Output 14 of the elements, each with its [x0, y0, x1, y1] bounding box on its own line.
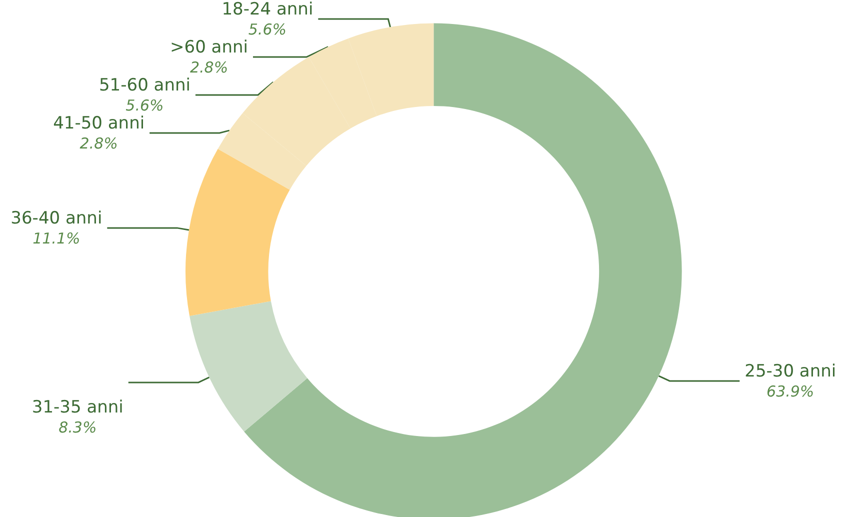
slice-label: 36-40 anni	[10, 208, 102, 228]
data-label: 5.6%	[248, 20, 286, 38]
slice-label: 51-60 anni	[98, 76, 190, 96]
slice-label: 18-24 anni	[222, 0, 314, 20]
data-label: 63.9%	[766, 382, 814, 400]
slice-label: 25-30 anni	[744, 361, 836, 382]
slice-label: 31-35 anni	[32, 397, 124, 418]
data-label: 8.3%	[58, 418, 97, 436]
data-label: 2.8%	[190, 58, 228, 76]
data-label: 5.6%	[126, 96, 164, 114]
slice-label: >60 anni	[170, 38, 248, 58]
slice-label: 41-50 anni	[53, 114, 145, 134]
data-label: 11.1%	[32, 229, 80, 248]
data-label: 2.8%	[80, 134, 118, 152]
